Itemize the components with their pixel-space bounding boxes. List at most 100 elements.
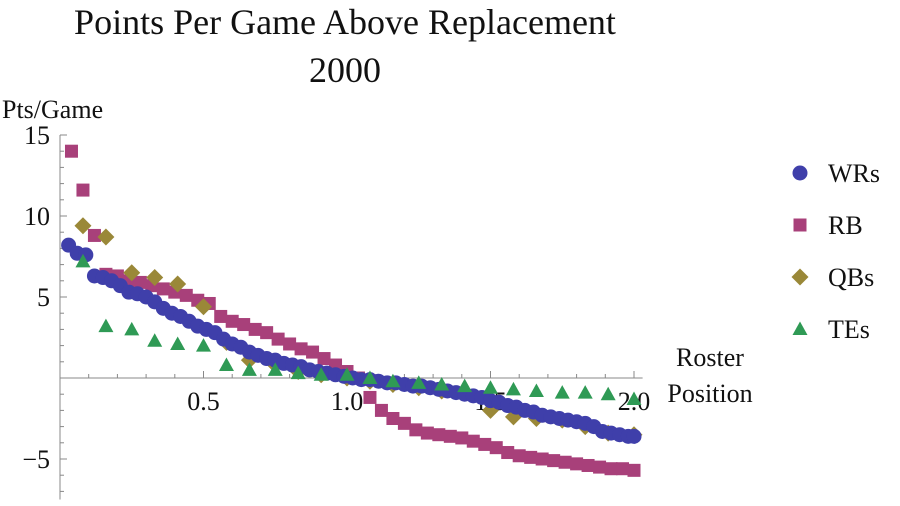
point-tes (626, 391, 642, 406)
point-rb (512, 449, 526, 463)
point-rb (64, 144, 78, 158)
point-rb (409, 423, 423, 437)
x-tick-label: 1.0 (331, 387, 364, 416)
point-rb (156, 282, 170, 296)
point-rb (478, 437, 492, 451)
y-tick-label: 15 (24, 121, 50, 150)
point-tes (411, 375, 427, 389)
point-tes (483, 380, 498, 394)
point-tes (147, 333, 163, 347)
legend-item-rb: RB (793, 211, 863, 240)
legend-marker-rb (793, 218, 807, 232)
point-tes (196, 338, 211, 352)
point-tes (241, 362, 257, 376)
point-rb (443, 429, 457, 443)
point-rb (547, 454, 561, 468)
legend-marker-qbs (791, 268, 809, 286)
legend-marker-wrs (792, 165, 808, 181)
point-rb (76, 183, 90, 197)
point-tes (362, 370, 378, 384)
point-rb (133, 275, 147, 289)
point-rb (570, 457, 584, 471)
legend-marker-tes (792, 321, 808, 335)
point-qbs (146, 269, 164, 287)
point-rb (237, 318, 251, 332)
point-qbs (169, 275, 187, 293)
point-rb (179, 288, 193, 302)
point-rb (489, 441, 503, 455)
point-tes (434, 376, 450, 391)
point-rb (524, 450, 538, 464)
legend-item-qbs: QBs (791, 263, 874, 292)
point-rb (294, 342, 308, 356)
point-tes (98, 318, 114, 333)
point-rb (558, 455, 572, 469)
point-rb (627, 463, 641, 477)
series-wrs (61, 237, 642, 444)
point-qbs (123, 264, 141, 282)
y-tick-label: 10 (24, 202, 50, 231)
legend-item-tes: TEs (792, 315, 870, 344)
point-rb (397, 416, 411, 430)
legend-item-wrs: WRs (792, 159, 880, 188)
point-rb (386, 412, 400, 425)
point-rb (616, 462, 630, 476)
legend-label-qbs: QBs (828, 263, 874, 292)
point-tes (577, 385, 593, 399)
legend-label-rb: RB (828, 211, 863, 240)
x-axis-label-line2: Position (667, 379, 752, 408)
point-tes (124, 321, 140, 336)
point-tes (313, 367, 329, 381)
point-qbs (97, 228, 115, 246)
point-rb (466, 434, 480, 448)
y-tick-label: 5 (37, 283, 50, 312)
point-qbs (74, 217, 92, 235)
point-rb (271, 332, 285, 346)
point-rb (306, 345, 320, 359)
point-rb (248, 322, 262, 336)
point-rb (283, 337, 297, 351)
point-rb (604, 462, 618, 476)
point-tes (75, 253, 91, 268)
data-marks (61, 144, 643, 477)
point-rb (260, 326, 274, 340)
chart-title: Points Per Game Above Replacement (74, 2, 616, 42)
point-rb (432, 428, 446, 442)
point-tes (457, 378, 473, 393)
point-rb (363, 390, 377, 404)
point-rb (535, 452, 549, 466)
point-rb (214, 309, 228, 323)
legend-label-tes: TEs (828, 315, 870, 344)
point-rb (87, 228, 101, 242)
point-tes (339, 367, 355, 381)
series-tes (75, 253, 642, 406)
chart-subtitle: 2000 (309, 50, 381, 90)
point-rb (581, 458, 595, 472)
x-tick-label: 0.5 (187, 387, 220, 416)
y-tick-label: −5 (22, 445, 50, 474)
point-tes (218, 357, 234, 372)
point-wrs (626, 428, 642, 444)
point-rb (501, 446, 515, 460)
x-axis-label-line1: Roster (676, 343, 744, 372)
point-tes (290, 365, 306, 380)
point-rb (317, 352, 331, 366)
point-rb (225, 314, 239, 328)
point-tes (528, 383, 544, 397)
point-qbs (195, 298, 212, 316)
legend-label-wrs: WRs (828, 159, 880, 188)
point-rb (374, 403, 388, 417)
y-axis-label: Pts/Game (2, 95, 103, 124)
point-tes (385, 373, 401, 388)
point-tes (554, 385, 570, 399)
point-tes (505, 381, 521, 396)
legend: WRs RB QBs TEs (791, 159, 880, 344)
point-tes (170, 336, 186, 350)
point-tes (267, 362, 283, 376)
point-tes (600, 386, 616, 401)
point-rb (420, 426, 434, 440)
point-rb (593, 460, 607, 474)
point-rb (455, 431, 469, 445)
